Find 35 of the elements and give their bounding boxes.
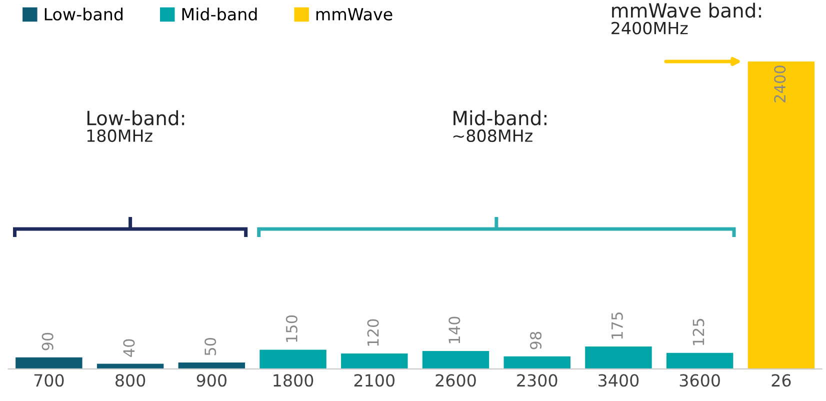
legend-label: Low-band bbox=[44, 8, 123, 21]
data-label: 98 bbox=[530, 332, 542, 350]
x-tick-label: 800 bbox=[116, 374, 146, 387]
text: mmWave band: 2400MHz bbox=[612, 2, 761, 34]
x-tick-label: 2600 bbox=[436, 374, 476, 387]
legend-label: Mid-band bbox=[182, 8, 257, 21]
x-tick-label: 700 bbox=[34, 374, 64, 387]
x-tick-label: 2100 bbox=[354, 374, 394, 387]
bar bbox=[260, 350, 326, 369]
annotation: Mid-band: ~808MHz bbox=[453, 110, 546, 142]
data-label: 175 bbox=[612, 312, 623, 339]
bar bbox=[178, 362, 246, 369]
bar bbox=[16, 357, 82, 369]
data-label: 90 bbox=[42, 332, 54, 350]
data-label: 125 bbox=[692, 318, 704, 346]
data-label: 120 bbox=[367, 319, 379, 346]
x-tick-label: 1800 bbox=[274, 374, 314, 387]
bar bbox=[504, 356, 570, 369]
bar bbox=[341, 354, 408, 369]
x-tick-label: 26 bbox=[772, 374, 791, 387]
annotation: Low-band: 180MHz bbox=[87, 110, 184, 142]
bar bbox=[666, 352, 734, 369]
x-tick-label: 3600 bbox=[680, 374, 720, 387]
x-tick-label: 2300 bbox=[517, 374, 558, 387]
bar bbox=[422, 350, 490, 369]
x-tick-label: 3400 bbox=[598, 374, 639, 387]
data-label: 2400 bbox=[774, 66, 786, 102]
data-label: 40 bbox=[123, 339, 135, 357]
legend-label: mmWave bbox=[316, 8, 392, 21]
data-label: 50 bbox=[204, 338, 216, 356]
bar bbox=[585, 346, 652, 369]
x-tick-label: 900 bbox=[196, 374, 226, 387]
data-label: 140 bbox=[448, 316, 460, 344]
bar bbox=[748, 61, 815, 369]
data-label: 150 bbox=[286, 315, 298, 342]
